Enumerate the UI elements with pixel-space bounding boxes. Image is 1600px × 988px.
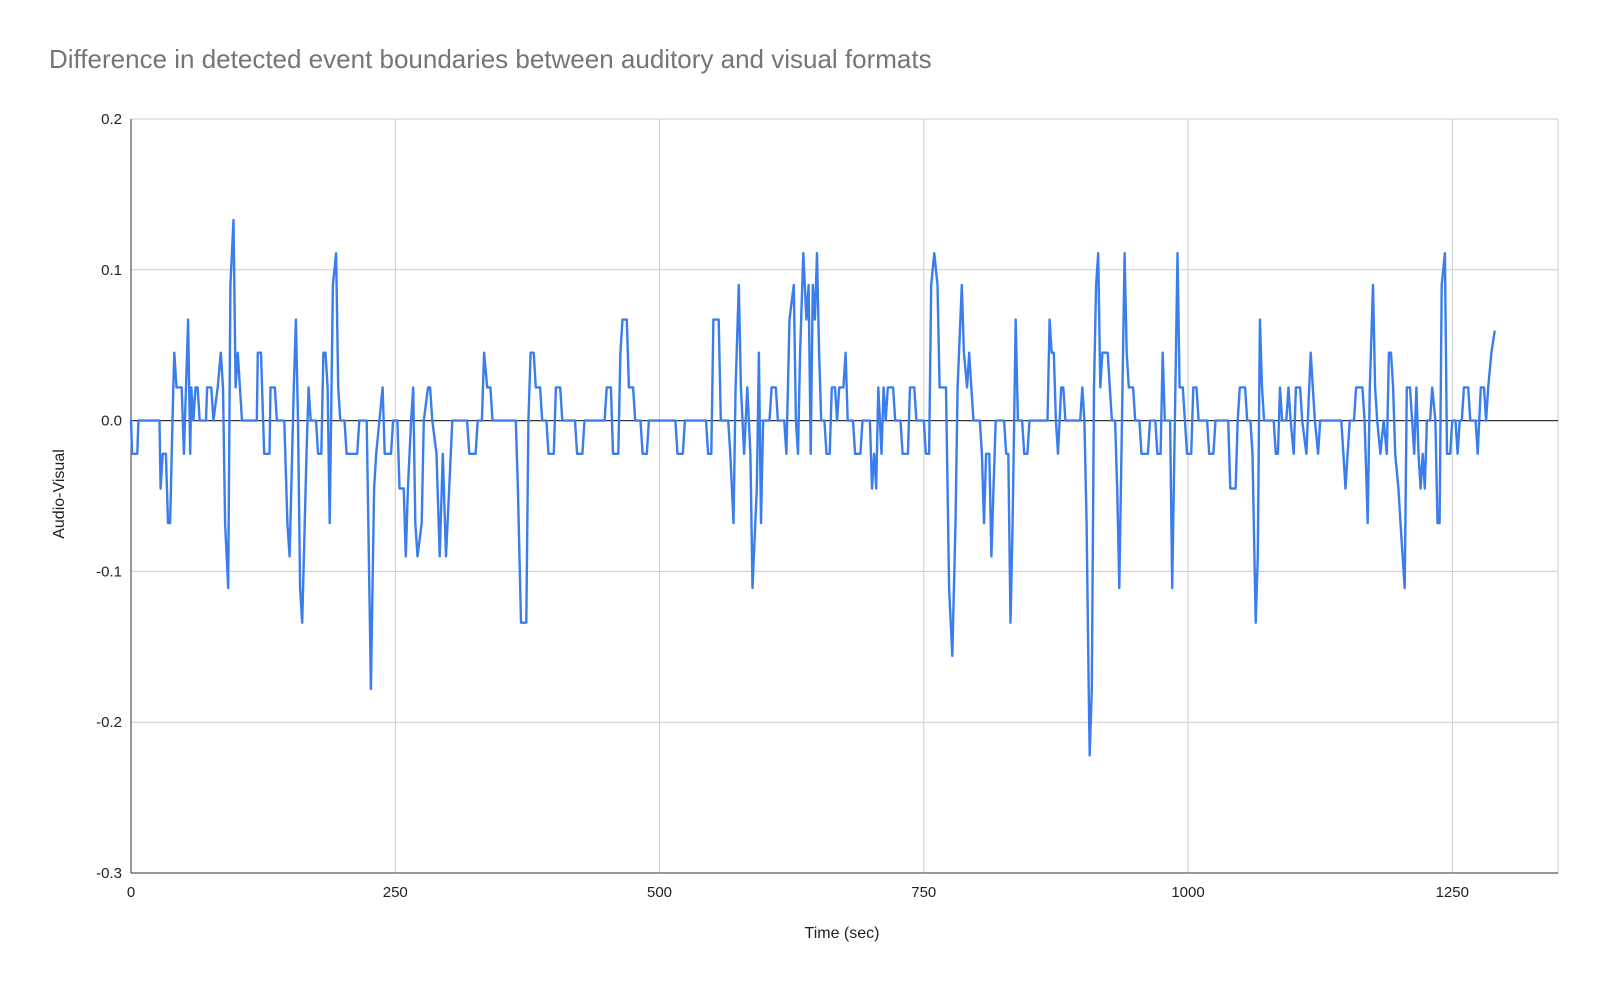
x-tick-label: 500 [647,884,672,901]
y-tick-label: 0.1 [101,262,122,279]
y-axis-title: Audio-Visual [51,449,68,539]
chart-title: Difference in detected event boundaries … [49,44,932,74]
x-tick-label: 1000 [1171,884,1204,901]
y-tick-label: 0.2 [101,111,122,128]
series-line [129,218,1496,757]
series-layer [129,218,1496,757]
x-axis-title: Time (sec) [805,925,880,942]
y-tick-label: -0.3 [96,865,122,882]
x-tick-label: 250 [383,884,408,901]
x-tick-label: 0 [127,884,135,901]
y-tick-label: -0.2 [96,714,122,731]
gridlines [131,118,1559,874]
x-tick-label: 1250 [1436,884,1469,901]
y-tick-label: -0.1 [96,563,122,580]
x-tick-label: 750 [911,884,936,901]
tick-labels: 0.2 0.1 0.0 -0.1 -0.2 -0.3 0 250 500 750 1000 1250 [96,111,1469,901]
y-tick-label: 0.0 [101,413,122,430]
axes [130,119,1558,874]
